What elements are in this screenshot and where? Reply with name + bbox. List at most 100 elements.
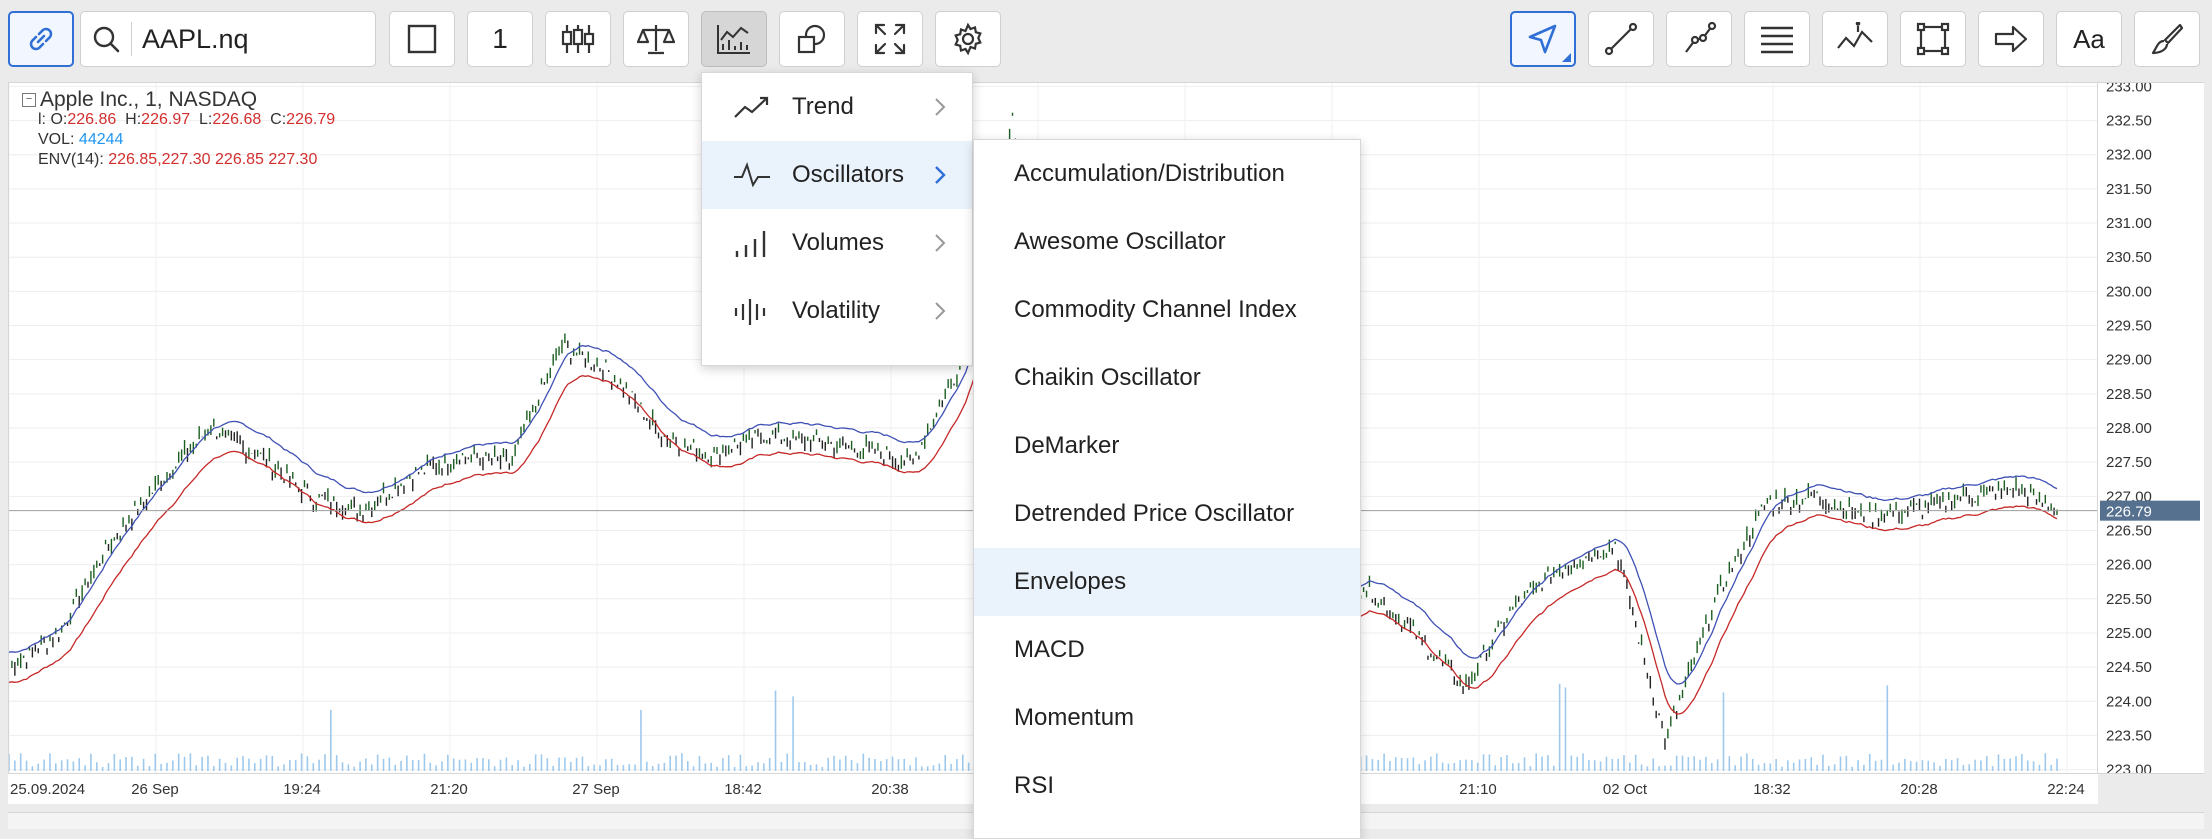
submenu-item-commodity-channel-index[interactable]: Commodity Channel Index xyxy=(1014,296,1297,323)
shapes-button[interactable] xyxy=(779,11,845,67)
toolbar: 1 Aa xyxy=(0,0,2212,80)
time-tick-label: 21:10 xyxy=(1459,781,1497,798)
price-tick-label: 228.00 xyxy=(2106,420,2152,437)
submenu-item-envelopes[interactable]: Envelopes xyxy=(974,548,1360,616)
price-tick-label: 231.00 xyxy=(2106,215,2152,232)
price-tick-label: 230.00 xyxy=(2106,283,2152,300)
price-tick-label: 224.50 xyxy=(2106,659,2152,676)
low-label: L: xyxy=(199,111,213,128)
price-axis-labels: 233.00 232.50 232.00 231.50 231.00 230.50 230.… xyxy=(2100,83,2200,773)
ohlc-prefix: l: xyxy=(38,111,46,128)
price-tick-label: 226.50 xyxy=(2106,522,2152,539)
arrow-right-icon xyxy=(1994,25,2028,53)
high-value: 226.97 xyxy=(141,111,191,128)
compare-button[interactable] xyxy=(623,11,689,67)
indicator-category-menu: Trend Oscillators Volumes Volatility xyxy=(701,72,973,366)
price-tick-label: 228.50 xyxy=(2106,386,2152,403)
menu-item-oscillators[interactable]: Oscillators xyxy=(702,141,972,209)
text-tool-label: Aa xyxy=(2073,23,2105,54)
search-input[interactable] xyxy=(132,22,364,56)
link-icon xyxy=(29,27,53,51)
interval-button[interactable]: 1 xyxy=(467,11,533,67)
time-tick-label: 25.09.2024 xyxy=(10,781,85,798)
submenu-item-detrended-price-oscillator[interactable]: Detrended Price Oscillator xyxy=(1014,500,1295,527)
price-tick-label: 225.50 xyxy=(2106,591,2152,608)
fibonacci-tool-button[interactable] xyxy=(1744,11,1810,67)
brush-icon xyxy=(2151,23,2184,55)
time-tick-label: 02 Oct xyxy=(1603,781,1648,798)
cursor-tool-button[interactable] xyxy=(1510,11,1576,67)
open-value: 226.86 xyxy=(67,111,117,128)
price-axis[interactable]: 233.00 232.50 232.00 231.50 231.00 230.50 230.… xyxy=(2098,82,2204,774)
submenu-item-accumulation-distribution[interactable]: Accumulation/Distribution xyxy=(1014,160,1285,187)
menu-item-label: Volumes xyxy=(792,229,885,256)
menu-item-trend[interactable]: Trend xyxy=(702,73,972,141)
legend-volume: VOL: 44244 xyxy=(38,130,335,150)
volatility-icon xyxy=(734,299,766,325)
time-tick-label: 20:38 xyxy=(871,781,909,798)
search-icon xyxy=(81,24,131,54)
submenu-item-demarker[interactable]: DeMarker xyxy=(1014,432,1120,459)
submenu-item-chaikin-oscillator[interactable]: Chaikin Oscillator xyxy=(1014,364,1201,391)
legend-ohlc: l: O:226.86 H:226.97 L:226.68 C:226.79 xyxy=(38,110,335,130)
candles-button[interactable] xyxy=(545,11,611,67)
submenu-item-rsi[interactable]: RSI xyxy=(1014,772,1055,799)
search-divider xyxy=(131,22,132,56)
polyline-icon xyxy=(1685,21,1717,53)
tool-menu-indicator xyxy=(1562,53,1571,62)
close-label: C: xyxy=(270,111,287,128)
submenu-item-macd[interactable]: MACD xyxy=(1014,636,1085,663)
trend-line-tool-button[interactable] xyxy=(1588,11,1654,67)
chevron-right-icon xyxy=(935,234,946,252)
menu-item-volatility[interactable]: Volatility xyxy=(702,277,972,345)
time-tick-label: 20:28 xyxy=(1900,781,1938,798)
fullscreen-button[interactable] xyxy=(857,11,923,67)
menu-item-label: Oscillators xyxy=(792,161,905,188)
rectangle-tool-button[interactable] xyxy=(1900,11,1966,67)
indicators-icon xyxy=(717,25,750,54)
indicators-button[interactable] xyxy=(701,11,767,67)
high-label: H: xyxy=(125,111,142,128)
volume-label: VOL: xyxy=(38,131,75,148)
chevron-right-icon xyxy=(935,302,946,320)
price-tick-label: 233.00 xyxy=(2106,83,2152,95)
chart-type-button[interactable] xyxy=(389,11,455,67)
envelopes-label: ENV(14): xyxy=(38,151,104,168)
arrow-tool-button[interactable] xyxy=(1978,11,2044,67)
close-value: 226.79 xyxy=(286,111,336,128)
chart-legend: − Apple Inc., 1, NASDAQ l: O:226.86 H:22… xyxy=(22,88,335,170)
legend-interval: 1 xyxy=(145,88,157,111)
submenu-item-awesome-oscillator[interactable]: Awesome Oscillator xyxy=(1014,228,1226,255)
time-tick-label: 27 Sep xyxy=(572,781,620,798)
text-tool-button[interactable]: Aa xyxy=(2056,11,2122,67)
horizontal-lines-icon xyxy=(1761,26,1793,54)
time-tick-label: 22:24 xyxy=(2047,781,2085,798)
annotation-tool-button[interactable] xyxy=(1822,11,1888,67)
price-tick-label: 232.00 xyxy=(2106,147,2152,164)
price-tick-label: 224.00 xyxy=(2106,693,2152,710)
brush-tool-button[interactable] xyxy=(2134,11,2200,67)
time-tick-label: 18:42 xyxy=(724,781,762,798)
submenu-item-momentum[interactable]: Momentum xyxy=(1014,704,1135,731)
menu-item-volumes[interactable]: Volumes xyxy=(702,209,972,277)
shapes-icon xyxy=(797,24,826,54)
annotated-line-icon xyxy=(1837,22,1873,49)
interval-value: 1 xyxy=(492,23,508,54)
symbol-search[interactable] xyxy=(80,11,376,67)
rectangle-icon xyxy=(1916,22,1950,56)
price-tick-label: 223.50 xyxy=(2106,727,2152,744)
polyline-tool-button[interactable] xyxy=(1666,11,1732,67)
collapse-legend-button[interactable]: − xyxy=(22,93,36,107)
low-value: 226.68 xyxy=(212,111,262,128)
candlestick-icon xyxy=(561,25,595,53)
price-tick-label: 225.00 xyxy=(2106,625,2152,642)
link-button[interactable] xyxy=(8,11,74,67)
settings-button[interactable] xyxy=(935,11,1001,67)
gear-icon xyxy=(954,22,982,56)
time-tick-label: 18:32 xyxy=(1753,781,1791,798)
chevron-right-icon xyxy=(935,98,946,116)
volume-value: 44244 xyxy=(78,131,124,148)
price-tick-label: 229.50 xyxy=(2106,318,2152,335)
price-tick-label: 232.50 xyxy=(2106,113,2152,130)
menu-item-label: Volatility xyxy=(792,297,881,324)
